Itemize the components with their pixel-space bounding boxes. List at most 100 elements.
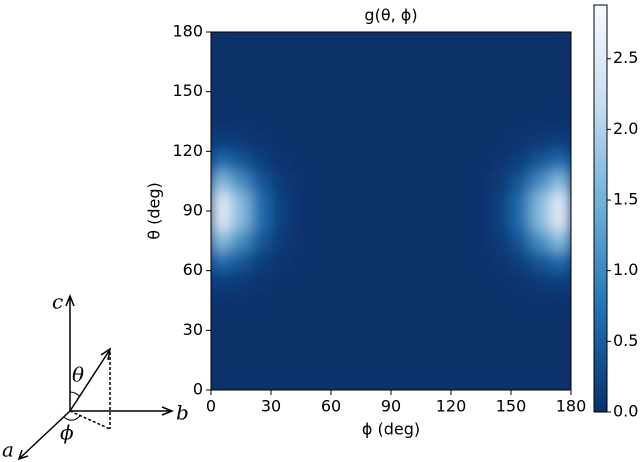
heatmap-cell (290, 329, 312, 351)
heatmap-cell (310, 270, 332, 292)
heatmap-cell (270, 170, 292, 192)
heatmap-cell (270, 91, 292, 113)
heatmap-cell (211, 369, 232, 390)
heatmap-cell (530, 250, 552, 272)
heatmap-cell (270, 71, 292, 93)
heatmap-cell (211, 349, 232, 371)
heatmap-cell (470, 349, 492, 371)
heatmap-cell (410, 190, 432, 212)
heatmap-cell (250, 369, 272, 390)
heatmap-cell (370, 270, 392, 292)
heatmap-cell (290, 270, 312, 292)
heatmap-cell (470, 71, 492, 93)
heatmap-cell (211, 71, 232, 93)
heatmap-cell (490, 130, 512, 152)
heatmap-cell (490, 309, 512, 331)
heatmap-cell (330, 91, 352, 113)
heatmap-cell (350, 230, 372, 252)
heatmap-cell (211, 150, 232, 172)
heatmap-cell (250, 130, 272, 152)
heatmap-cell (390, 71, 412, 93)
heatmap-cell (230, 309, 252, 331)
heatmap-cell (490, 230, 512, 252)
heatmap-cell (530, 91, 552, 113)
heatmap-cell (270, 190, 292, 212)
heatmap-cell (390, 32, 412, 53)
heatmap-cell (390, 329, 412, 351)
heatmap-cell (211, 329, 232, 351)
heatmap-cell (390, 190, 412, 212)
heatmap-cell (430, 270, 452, 292)
heatmap-cell (330, 111, 352, 132)
heatmap-cell (310, 111, 332, 132)
heatmap-cell (330, 51, 352, 73)
heatmap-cell (450, 150, 472, 172)
heatmap-cell (270, 290, 292, 311)
heatmap-cell (390, 270, 412, 292)
heatmap-cell (510, 130, 532, 152)
chart-title: g(θ, ϕ) (364, 6, 417, 25)
heatmap-cell (450, 290, 472, 311)
heatmap-cell (230, 170, 252, 192)
heatmap-cell (410, 71, 432, 93)
heatmap-cell (470, 270, 492, 292)
heatmap-cell (330, 309, 352, 331)
a-axis (19, 410, 71, 459)
heatmap-cell (530, 190, 552, 212)
heatmap-cell (250, 230, 272, 252)
heatmap-cell (250, 51, 272, 73)
heatmap-cell (230, 270, 252, 292)
heatmap-cell (430, 32, 452, 53)
heatmap-cell (250, 111, 272, 132)
heatmap-cell (550, 71, 571, 93)
heatmap-cell (430, 230, 452, 252)
heatmap-cell (370, 150, 392, 172)
colorbar-tick-label: 2.0 (613, 119, 638, 138)
heatmap-cell (430, 91, 452, 113)
y-tick-label: 60 (183, 260, 203, 279)
colorbar-tick-label: 1.0 (613, 260, 638, 279)
heatmap-cell (211, 51, 232, 73)
heatmap-cell (530, 290, 552, 311)
heatmap-cell (330, 71, 352, 93)
heatmap-cell (350, 210, 372, 232)
heatmap-cell (550, 309, 571, 331)
heatmap-cell (490, 111, 512, 132)
heatmap-cell (550, 51, 571, 73)
colorbar-tick-label: 2.5 (613, 48, 638, 67)
heatmap-cell (250, 329, 272, 351)
heatmap-cell (370, 111, 392, 132)
heatmap-cell (510, 111, 532, 132)
theta-label: θ (72, 363, 84, 387)
heatmap-cell (330, 190, 352, 212)
projection (69, 410, 111, 430)
heatmap-cell (350, 51, 372, 73)
heatmap-cell (490, 329, 512, 351)
heatmap-cell (250, 190, 272, 212)
heatmap-cell (550, 150, 571, 172)
heatmap-cell (290, 210, 312, 232)
heatmap-cell (470, 32, 492, 53)
heatmap-cells (211, 32, 571, 390)
heatmap-cell (550, 290, 571, 311)
heatmap-cell (250, 349, 272, 371)
heatmap-cell (410, 51, 432, 73)
heatmap-cell (430, 111, 452, 132)
heatmap-cell (490, 270, 512, 292)
heatmap-cell (230, 230, 252, 252)
heatmap-cell (230, 71, 252, 93)
heatmap-cell (530, 51, 552, 73)
heatmap-cell (211, 32, 232, 53)
heatmap-cell (390, 309, 412, 331)
phi-arc (63, 415, 81, 421)
heatmap-cell (370, 130, 392, 152)
heatmap-cell (211, 190, 232, 212)
heatmap-cell (350, 170, 372, 192)
heatmap-cell (370, 309, 392, 331)
heatmap-cell (230, 130, 252, 152)
heatmap-cell (370, 230, 392, 252)
heatmap-cell (250, 270, 272, 292)
heatmap-cell (350, 369, 372, 390)
heatmap-cell (250, 290, 272, 311)
heatmap-cell (230, 210, 252, 232)
